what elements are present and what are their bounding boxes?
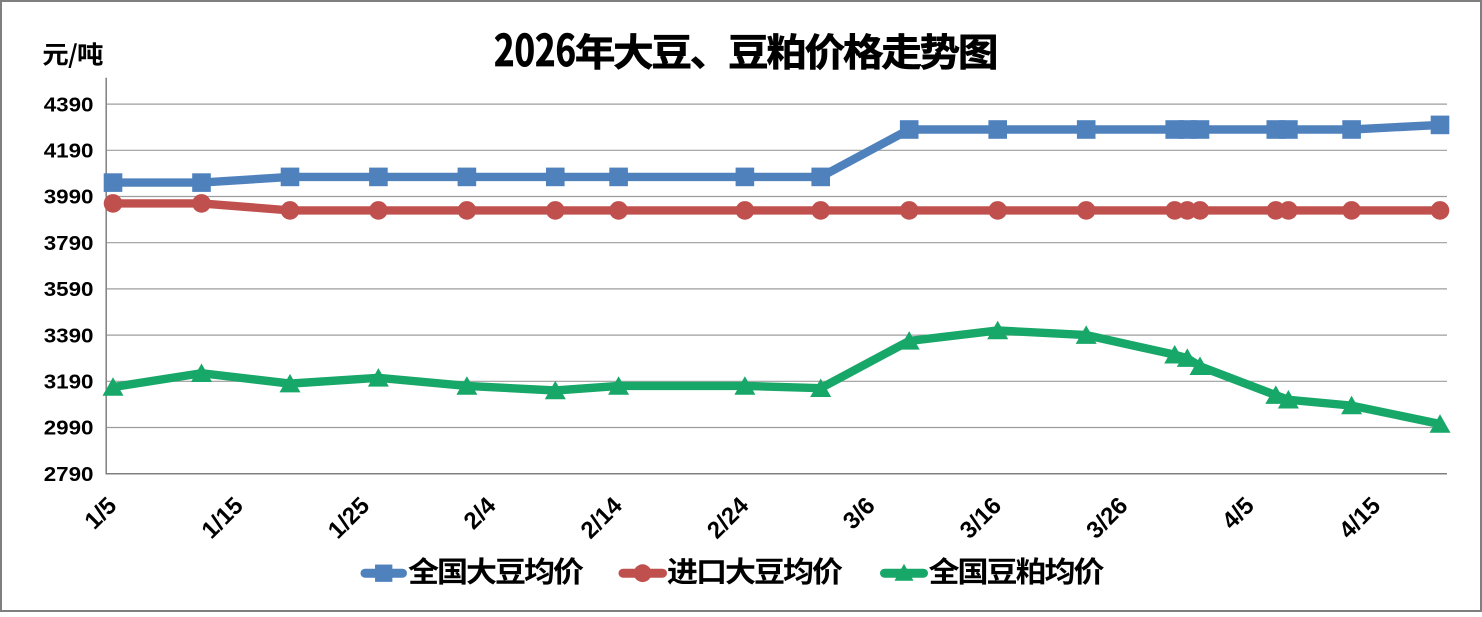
svg-text:2990: 2990 xyxy=(44,418,94,440)
svg-text:3390: 3390 xyxy=(44,325,94,347)
svg-text:3590: 3590 xyxy=(44,279,94,301)
svg-text:3990: 3990 xyxy=(44,187,94,209)
svg-text:2790: 2790 xyxy=(44,464,94,486)
svg-text:4190: 4190 xyxy=(44,141,94,163)
svg-text:3790: 3790 xyxy=(44,233,94,255)
svg-text:4390: 4390 xyxy=(44,94,94,116)
svg-text:3190: 3190 xyxy=(44,372,94,394)
